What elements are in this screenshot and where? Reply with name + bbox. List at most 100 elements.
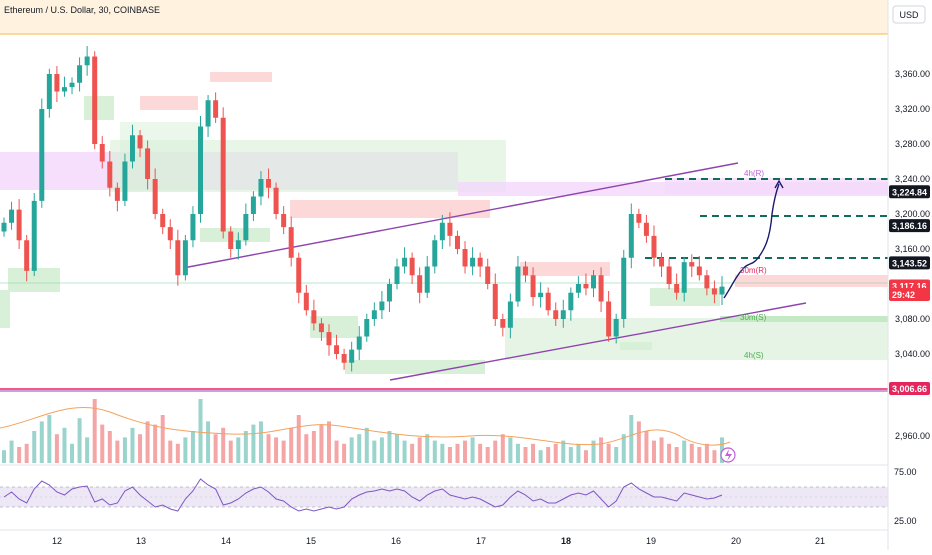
price-tick-label: 3,080.00	[895, 314, 930, 324]
volume-bar	[107, 431, 112, 463]
candle-body	[341, 354, 347, 363]
candle-body	[303, 292, 309, 311]
time-tick-label: 18	[561, 536, 571, 546]
candle-body	[92, 56, 98, 144]
time-tick-label: 21	[815, 536, 825, 546]
volume-bar	[221, 427, 226, 463]
candle-body	[485, 266, 491, 284]
time-tick-label: 15	[306, 536, 316, 546]
candle-body	[205, 100, 211, 127]
volume-bar	[70, 443, 75, 463]
volume-bar	[553, 443, 558, 463]
price-tick-label: 2,960.00	[895, 431, 930, 441]
volume-bar	[251, 424, 256, 463]
candle-body	[84, 56, 90, 66]
volume-bar	[326, 421, 331, 463]
volume-bar	[296, 415, 301, 463]
volume-bar	[432, 440, 437, 463]
candle-body	[137, 135, 143, 149]
volume-bar	[531, 443, 536, 463]
volume-bar	[621, 434, 626, 463]
price-tick-label: 3,240.00	[895, 174, 930, 184]
candle-body	[288, 227, 294, 258]
volume-bar	[606, 443, 611, 463]
price-label-box	[889, 288, 930, 301]
candle-body	[553, 310, 559, 319]
price-axis-bg	[888, 0, 932, 550]
volume-bar	[576, 443, 581, 463]
currency-label: USD	[899, 10, 919, 20]
volume-bar	[349, 437, 354, 463]
candle-body	[16, 209, 22, 241]
rsi-line	[3, 478, 723, 512]
volume-bar	[236, 437, 241, 463]
candle-body	[659, 257, 665, 267]
volume-bar	[440, 443, 445, 463]
30m-support-zone	[720, 316, 888, 322]
volume-bar	[266, 434, 271, 463]
candle-body	[356, 336, 362, 350]
candle-body	[31, 200, 37, 271]
channel-lower-line	[389, 302, 807, 381]
candle-body	[54, 74, 60, 92]
candle-body	[107, 161, 113, 188]
candle-body	[99, 144, 105, 162]
candle-body	[538, 292, 544, 298]
time-tick-label: 19	[646, 536, 656, 546]
volume-bar	[561, 440, 566, 463]
volume-bar	[659, 437, 664, 463]
volume-bar	[546, 447, 551, 463]
candle-body	[296, 257, 302, 293]
price-label-box	[889, 256, 930, 270]
price-label-text: 29:42	[892, 290, 915, 300]
price-label-text: 3,224.84	[892, 187, 927, 197]
candle-body	[530, 275, 536, 298]
candle-body	[258, 179, 264, 197]
volume-bar	[198, 399, 203, 463]
candle-body	[9, 209, 15, 223]
volume-bar	[289, 427, 294, 463]
candle-body	[220, 117, 226, 232]
support-box-h	[620, 342, 652, 350]
zone-label-30m-r: 30m(R)	[740, 266, 767, 275]
candle-body	[114, 187, 120, 201]
candle-body	[349, 349, 355, 363]
30m-resistance-zone-a	[290, 200, 490, 218]
volume-bar	[160, 415, 165, 463]
volume-bar	[342, 443, 347, 463]
volume-bar	[190, 431, 195, 463]
support-box-f	[345, 360, 485, 374]
currency-button[interactable]	[892, 5, 926, 24]
rsi-level-75: 75.00	[894, 467, 917, 477]
candle-body	[379, 301, 385, 311]
volume-bar	[417, 437, 422, 463]
volume-bar	[583, 450, 588, 463]
volume-bar	[213, 434, 218, 463]
price-label-text: 3,186.16	[892, 221, 927, 231]
candle-body	[454, 235, 460, 249]
volume-bar	[153, 424, 158, 463]
candle-body	[613, 319, 619, 337]
candle-body	[719, 286, 725, 295]
volume-bar	[614, 447, 619, 463]
time-tick-label: 13	[136, 536, 146, 546]
resistance-box-a	[210, 72, 272, 82]
candle-body	[462, 249, 468, 267]
volume-bar	[651, 440, 656, 463]
price-tick-label: 3,200.00	[895, 209, 930, 219]
volume-bar	[168, 440, 173, 463]
volume-bar	[568, 447, 573, 463]
candle-body	[636, 214, 642, 223]
volume-bar	[319, 424, 324, 463]
candle-body	[69, 82, 75, 88]
candle-body	[364, 319, 370, 337]
volume-bar	[493, 440, 498, 463]
volume-bar	[538, 450, 543, 463]
time-tick-label: 20	[731, 536, 741, 546]
candle-body	[235, 240, 241, 249]
zone-label-4h-r: 4h(R)	[744, 169, 764, 178]
support-box-g	[650, 288, 720, 306]
candle-body	[46, 74, 52, 109]
